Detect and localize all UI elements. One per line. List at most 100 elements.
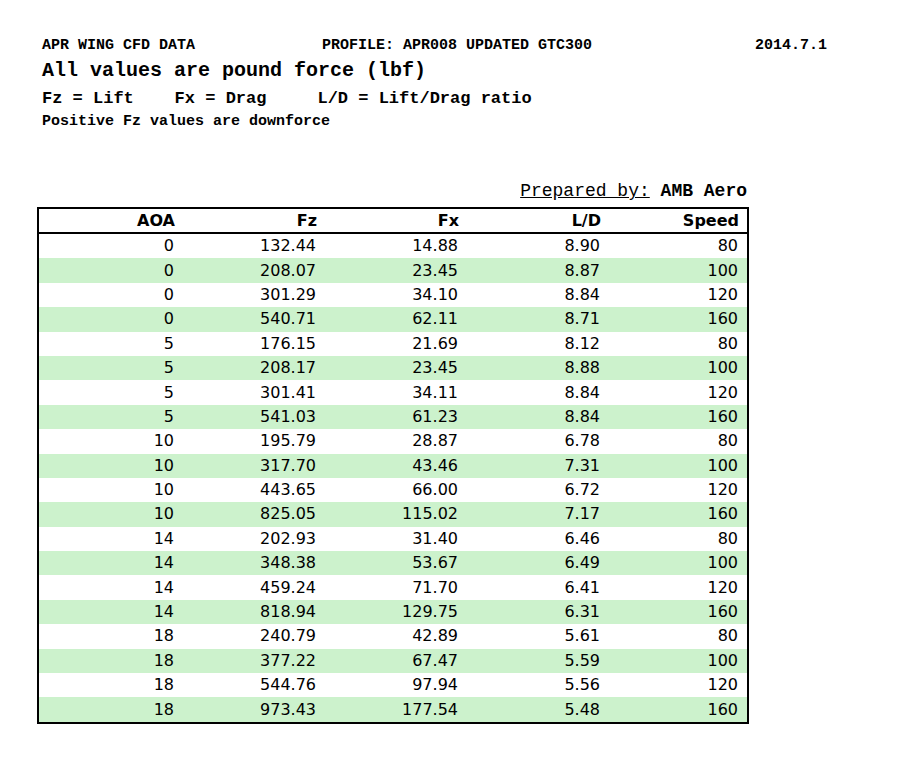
table-cell: 176.15 <box>183 332 325 356</box>
column-header-aoa: AOA <box>38 208 183 233</box>
table-cell: 5.56 <box>467 673 609 697</box>
table-cell: 7.31 <box>467 454 609 478</box>
table-row: 5301.4134.118.84120 <box>38 380 748 404</box>
table-cell: 160 <box>609 697 748 722</box>
table-cell: 459.24 <box>183 575 325 599</box>
table-cell: 8.71 <box>467 307 609 331</box>
table-cell: 825.05 <box>183 502 325 526</box>
table-row: 10443.6566.006.72120 <box>38 478 748 502</box>
table-cell: 31.40 <box>325 527 467 551</box>
table-cell: 208.17 <box>183 356 325 380</box>
table-header-row: AOAFzFxL/DSpeed <box>38 208 748 233</box>
table-cell: 120 <box>609 478 748 502</box>
table-cell: 0 <box>38 258 183 282</box>
table-cell: 973.43 <box>183 697 325 722</box>
table-cell: 8.12 <box>467 332 609 356</box>
cfd-data-table: AOAFzFxL/DSpeed 0132.4414.888.90800208.0… <box>37 207 749 724</box>
column-header-fx: Fx <box>325 208 467 233</box>
table-cell: 10 <box>38 478 183 502</box>
table-row: 18544.7697.945.56120 <box>38 673 748 697</box>
table-cell: 132.44 <box>183 233 325 258</box>
table-cell: 34.10 <box>325 283 467 307</box>
table-row: 10195.7928.876.7880 <box>38 429 748 453</box>
table-cell: 23.45 <box>325 356 467 380</box>
table-cell: 115.02 <box>325 502 467 526</box>
table-cell: 5 <box>38 380 183 404</box>
column-header-speed: Speed <box>609 208 748 233</box>
table-cell: 240.79 <box>183 624 325 648</box>
table-cell: 100 <box>609 551 748 575</box>
table-row: 5176.1521.698.1280 <box>38 332 748 356</box>
table-cell: 0 <box>38 283 183 307</box>
table-cell: 5 <box>38 405 183 429</box>
table-cell: 129.75 <box>325 600 467 624</box>
table-cell: 301.29 <box>183 283 325 307</box>
table-cell: 6.41 <box>467 575 609 599</box>
table-cell: 177.54 <box>325 697 467 722</box>
table-cell: 6.49 <box>467 551 609 575</box>
note-downforce: Positive Fz values are downforce <box>42 113 330 130</box>
table-cell: 80 <box>609 624 748 648</box>
table-cell: 28.87 <box>325 429 467 453</box>
table-row: 0208.0723.458.87100 <box>38 258 748 282</box>
table-cell: 97.94 <box>325 673 467 697</box>
prepared-by-value: AMB Aero <box>661 181 747 201</box>
table-header-row: AOAFzFxL/DSpeed <box>38 208 748 233</box>
table-cell: 0 <box>38 307 183 331</box>
table-cell: 8.84 <box>467 380 609 404</box>
table-cell: 66.00 <box>325 478 467 502</box>
table-cell: 160 <box>609 307 748 331</box>
table-row: 14818.94129.756.31160 <box>38 600 748 624</box>
table-row: 18240.7942.895.6180 <box>38 624 748 648</box>
table-row: 5541.0361.238.84160 <box>38 405 748 429</box>
table-cell: 8.84 <box>467 405 609 429</box>
table-row: 18973.43177.545.48160 <box>38 697 748 722</box>
table-cell: 23.45 <box>325 258 467 282</box>
table-row: 0301.2934.108.84120 <box>38 283 748 307</box>
table-cell: 8.90 <box>467 233 609 258</box>
table-row: 10825.05115.027.17160 <box>38 502 748 526</box>
table-cell: 443.65 <box>183 478 325 502</box>
column-header-l-d: L/D <box>467 208 609 233</box>
table-cell: 14 <box>38 527 183 551</box>
table-cell: 34.11 <box>325 380 467 404</box>
prepared-by-space <box>650 181 661 201</box>
table-cell: 42.89 <box>325 624 467 648</box>
table-cell: 5.48 <box>467 697 609 722</box>
table-cell: 5 <box>38 356 183 380</box>
table-cell: 6.46 <box>467 527 609 551</box>
table-cell: 120 <box>609 283 748 307</box>
table-cell: 208.07 <box>183 258 325 282</box>
table-cell: 541.03 <box>183 405 325 429</box>
table-cell: 10 <box>38 502 183 526</box>
table-cell: 62.11 <box>325 307 467 331</box>
table-cell: 14.88 <box>325 233 467 258</box>
table-cell: 71.70 <box>325 575 467 599</box>
table-cell: 8.84 <box>467 283 609 307</box>
table-cell: 80 <box>609 429 748 453</box>
table-cell: 18 <box>38 649 183 673</box>
table-cell: 14 <box>38 600 183 624</box>
table-row: 14459.2471.706.41120 <box>38 575 748 599</box>
table-cell: 100 <box>609 454 748 478</box>
table-row: 18377.2267.475.59100 <box>38 649 748 673</box>
table-cell: 301.41 <box>183 380 325 404</box>
table-cell: 53.67 <box>325 551 467 575</box>
table-cell: 202.93 <box>183 527 325 551</box>
table-cell: 7.17 <box>467 502 609 526</box>
table-cell: 377.22 <box>183 649 325 673</box>
table-cell: 160 <box>609 600 748 624</box>
table-cell: 61.23 <box>325 405 467 429</box>
table-cell: 18 <box>38 673 183 697</box>
table-cell: 540.71 <box>183 307 325 331</box>
table-cell: 100 <box>609 258 748 282</box>
prepared-by-line: Prepared by: AMB Aero <box>520 181 747 201</box>
table-row: 14348.3853.676.49100 <box>38 551 748 575</box>
table-cell: 120 <box>609 673 748 697</box>
table-cell: 18 <box>38 624 183 648</box>
table-cell: 100 <box>609 649 748 673</box>
table-cell: 14 <box>38 551 183 575</box>
title-version-date: 2014.7.1 <box>755 37 827 54</box>
table-cell: 5.61 <box>467 624 609 648</box>
table-cell: 67.47 <box>325 649 467 673</box>
